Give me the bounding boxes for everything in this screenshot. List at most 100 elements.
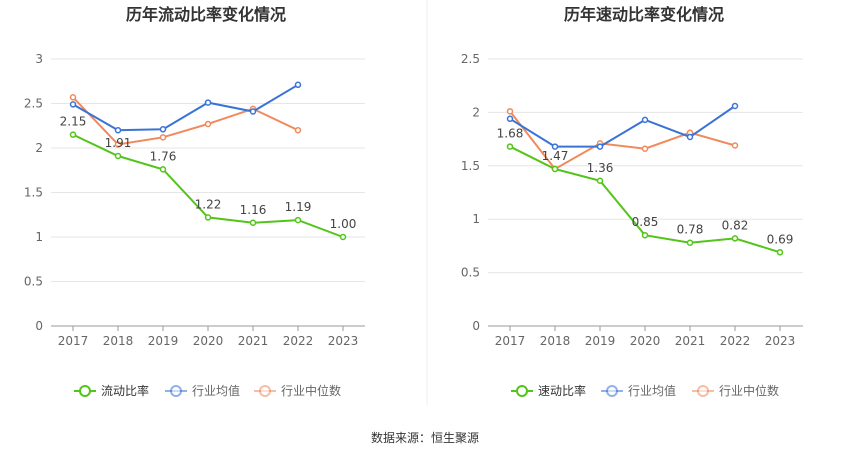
- y-tick-label: 1: [472, 212, 480, 226]
- series-2: [69, 81, 302, 134]
- x-tick-label: 2021: [675, 334, 706, 348]
- data-point: [641, 231, 649, 239]
- data-point: [114, 126, 122, 134]
- legend-item[interactable]: 行业中位数: [692, 383, 779, 398]
- y-tick-label: 0.5: [24, 275, 43, 289]
- data-point: [249, 219, 257, 227]
- data-label: 1.68: [497, 127, 524, 141]
- y-tick-label: 0.5: [461, 266, 480, 280]
- data-point: [159, 134, 167, 141]
- x-tick-label: 2020: [193, 334, 224, 348]
- data-point: [686, 133, 694, 141]
- x-tick-label: 2017: [495, 334, 526, 348]
- y-tick-label: 2: [472, 105, 480, 119]
- data-point: [506, 108, 514, 115]
- data-label: 0.69: [767, 232, 794, 246]
- series-1: 2.15 1.91 1.76 1.22 1.16 1.19 1.00: [60, 115, 357, 241]
- series-line: [72, 96, 299, 146]
- data-point: [204, 214, 212, 221]
- x-tick-label: 2018: [103, 334, 134, 348]
- legend-marker: [697, 385, 709, 397]
- legend-item[interactable]: 行业中位数: [254, 383, 341, 398]
- data-label: 0.85: [632, 215, 659, 229]
- chart-panel-2: 历年速动比率变化情况 0 0.5 1 1.5 2 2.5 2017 2018 2019 2020 20…: [461, 5, 803, 398]
- data-point: [506, 143, 514, 150]
- data-point: [159, 166, 167, 173]
- data-point: [249, 108, 257, 115]
- legend: 流动比率 行业均值 行业中位数: [74, 383, 341, 398]
- legend-marker: [170, 385, 182, 397]
- y-tick-label: 3: [35, 52, 43, 66]
- series-1: 1.68 1.47 1.36 0.85 0.78 0.82 0.69: [497, 127, 794, 256]
- legend: 速动比率 行业均值 行业中位数: [511, 383, 779, 398]
- series-line: [509, 105, 736, 148]
- y-tick-label: 2.5: [461, 52, 480, 66]
- x-tick-label: 2021: [238, 334, 269, 348]
- data-point: [69, 131, 77, 138]
- x-tick-label: 2017: [58, 334, 89, 348]
- data-point: [204, 120, 212, 128]
- y-tick-label: 0: [35, 319, 43, 333]
- y-tick-label: 0: [472, 319, 480, 333]
- data-label: 2.15: [60, 115, 87, 129]
- legend-label: 流动比率: [101, 383, 149, 398]
- x-tick-label: 2018: [540, 334, 571, 348]
- y-tick-label: 1: [35, 230, 43, 244]
- data-point: [731, 102, 739, 110]
- data-point: [641, 116, 649, 124]
- x-tick-label: 2023: [765, 334, 796, 348]
- data-label: 0.78: [677, 223, 704, 237]
- chart-panel-1: 历年流动比率变化情况 0 0.5 1 1.5 2 2.5 3 2017 2018 2019 2020 2…: [24, 5, 365, 398]
- x-tick-label: 2020: [630, 334, 661, 348]
- data-point: [294, 81, 302, 89]
- data-label: 0.82: [722, 218, 749, 232]
- data-point: [686, 239, 694, 246]
- y-tick-label: 1.5: [461, 159, 480, 173]
- series-2: [506, 102, 739, 150]
- data-point: [159, 126, 167, 133]
- legend-label: 行业中位数: [281, 383, 341, 398]
- x-tick-label: 2022: [283, 334, 314, 348]
- data-source-label: 数据来源：恒生聚源: [370, 431, 479, 445]
- legend-label: 行业均值: [192, 383, 240, 398]
- data-point: [596, 177, 604, 185]
- data-point: [69, 101, 77, 108]
- legend-marker: [606, 385, 618, 397]
- data-point: [776, 249, 784, 256]
- y-tick-label: 2.5: [24, 97, 43, 111]
- data-label: 1.19: [285, 200, 312, 214]
- y-tick-label: 1.5: [24, 186, 43, 200]
- data-point: [339, 233, 347, 241]
- data-label: 1.36: [587, 161, 614, 175]
- data-label: 1.16: [240, 203, 267, 217]
- data-point: [114, 141, 122, 148]
- data-point: [204, 99, 212, 106]
- x-tick-label: 2022: [720, 334, 751, 348]
- series-3: [69, 94, 302, 148]
- data-point: [731, 142, 739, 149]
- data-label: 1.76: [150, 149, 177, 163]
- data-point: [551, 165, 559, 173]
- chart-title: 历年速动比率变化情况: [564, 5, 724, 24]
- legend-item[interactable]: 流动比率: [74, 383, 149, 398]
- data-label: 1.00: [330, 217, 357, 231]
- legend-marker: [79, 385, 91, 397]
- series-line: [72, 83, 299, 132]
- data-point: [506, 115, 514, 123]
- legend-item[interactable]: 速动比率: [511, 383, 586, 398]
- legend-item[interactable]: 行业均值: [165, 383, 240, 398]
- data-label: 1.47: [542, 149, 569, 163]
- legend-marker: [516, 385, 528, 397]
- series-line: [509, 110, 736, 171]
- data-point: [596, 143, 604, 150]
- data-point: [69, 94, 77, 101]
- data-point: [294, 216, 302, 224]
- x-tick-label: 2023: [328, 334, 359, 348]
- legend-item[interactable]: 行业均值: [601, 383, 676, 398]
- data-point: [114, 152, 122, 160]
- data-point: [551, 143, 559, 150]
- y-tick-label: 2: [35, 141, 43, 155]
- data-label: 1.91: [105, 136, 132, 150]
